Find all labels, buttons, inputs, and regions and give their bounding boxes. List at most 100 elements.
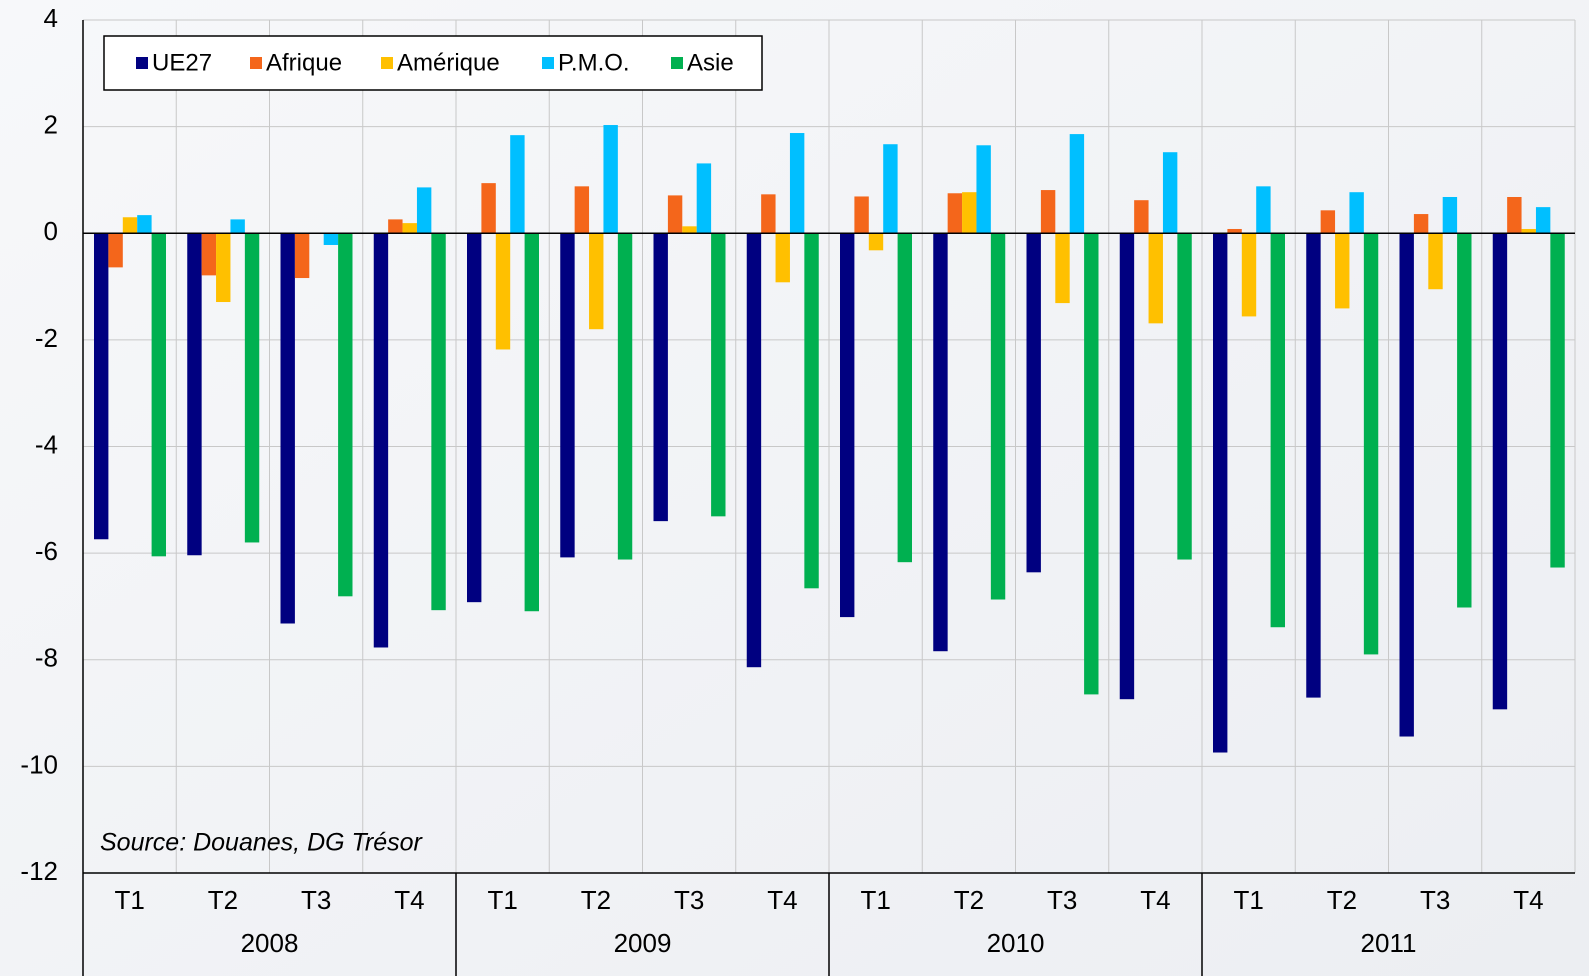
bar [1550, 233, 1565, 568]
x-tick-label: T2 [581, 885, 611, 915]
bar [122, 217, 138, 234]
bar [1213, 233, 1228, 753]
bar [574, 186, 590, 234]
y-tick-label: -4 [35, 429, 58, 459]
bar [216, 233, 231, 303]
bar [617, 233, 633, 560]
group-label: 2010 [987, 928, 1045, 958]
bar [868, 233, 884, 251]
bar [481, 183, 496, 234]
x-tick-label: T3 [301, 885, 331, 915]
bar [510, 135, 525, 234]
legend-swatch [671, 57, 683, 69]
bar [883, 144, 898, 234]
bar [495, 233, 511, 350]
bar [711, 233, 726, 517]
bar [280, 233, 295, 624]
bar [761, 194, 776, 234]
y-tick-label: -10 [20, 749, 58, 779]
bar [1413, 214, 1429, 234]
bar [962, 192, 977, 234]
x-tick-label: T2 [1327, 885, 1357, 915]
legend-label: Amérique [397, 49, 500, 76]
bar [804, 233, 819, 589]
bar [1084, 233, 1099, 695]
bar [1507, 196, 1522, 234]
bar [373, 233, 389, 648]
bar [603, 125, 618, 234]
legend-swatch [250, 57, 262, 69]
x-tick-label: T4 [1513, 885, 1543, 915]
y-tick-label: -2 [35, 323, 58, 353]
bar [388, 219, 403, 234]
bar [151, 233, 166, 557]
bar [682, 226, 697, 234]
bar [1177, 233, 1192, 560]
bar [1040, 190, 1056, 234]
bar [1148, 233, 1163, 324]
bar [467, 233, 482, 603]
bar [990, 233, 1006, 600]
legend-swatch [381, 57, 393, 69]
bar [1349, 192, 1364, 234]
bar [416, 187, 432, 234]
group-label: 2011 [1361, 928, 1417, 958]
bar [775, 233, 790, 283]
bar [201, 233, 217, 276]
bar [947, 193, 963, 234]
x-tick-label: T1 [1233, 885, 1263, 915]
bar [1457, 233, 1472, 608]
bar [933, 233, 948, 652]
bar [560, 233, 575, 558]
legend-label: Afrique [266, 49, 342, 76]
bar [1026, 233, 1041, 573]
y-tick-label: -6 [35, 536, 58, 566]
x-tick-label: T1 [860, 885, 890, 915]
bar [1399, 233, 1414, 737]
bar [789, 133, 805, 234]
bar [854, 196, 869, 234]
bar [1320, 210, 1336, 234]
bar [1306, 233, 1321, 698]
bar [1442, 196, 1458, 234]
source-note: Source: Douanes, DG Trésor [100, 829, 424, 857]
legend-box [103, 35, 763, 91]
x-tick-label: T3 [674, 885, 704, 915]
bar [1428, 233, 1443, 290]
bar [746, 233, 762, 668]
bar [294, 233, 310, 279]
bar [1069, 134, 1085, 234]
bar [1134, 200, 1149, 234]
group-label: 2009 [614, 928, 672, 958]
legend-label: P.M.O. [558, 49, 630, 76]
bar [323, 233, 339, 245]
legend-swatch [542, 57, 554, 69]
x-tick-label: T4 [1140, 885, 1170, 915]
bar [94, 233, 109, 540]
bar [840, 233, 855, 618]
x-tick-label: T4 [767, 885, 797, 915]
bar [402, 223, 417, 234]
legend-label: UE27 [152, 49, 212, 76]
bar [589, 233, 604, 330]
bar [667, 195, 683, 234]
legend-label: Asie [687, 49, 734, 76]
bar [137, 215, 152, 234]
bar [431, 233, 446, 611]
bar [976, 145, 991, 234]
x-tick-label: T2 [208, 885, 238, 915]
bar [1162, 152, 1178, 234]
bar [244, 233, 260, 543]
legend-swatch [136, 57, 148, 69]
bar [1227, 228, 1242, 234]
y-tick-label: -12 [20, 856, 58, 886]
y-tick-label: 2 [44, 110, 58, 140]
bar [1256, 186, 1271, 234]
bar [338, 233, 353, 597]
x-tick-label: T2 [954, 885, 984, 915]
bar [653, 233, 668, 522]
bar [1363, 233, 1379, 655]
bar [1492, 233, 1508, 710]
bar [1055, 233, 1070, 304]
x-tick-label: T1 [114, 885, 144, 915]
